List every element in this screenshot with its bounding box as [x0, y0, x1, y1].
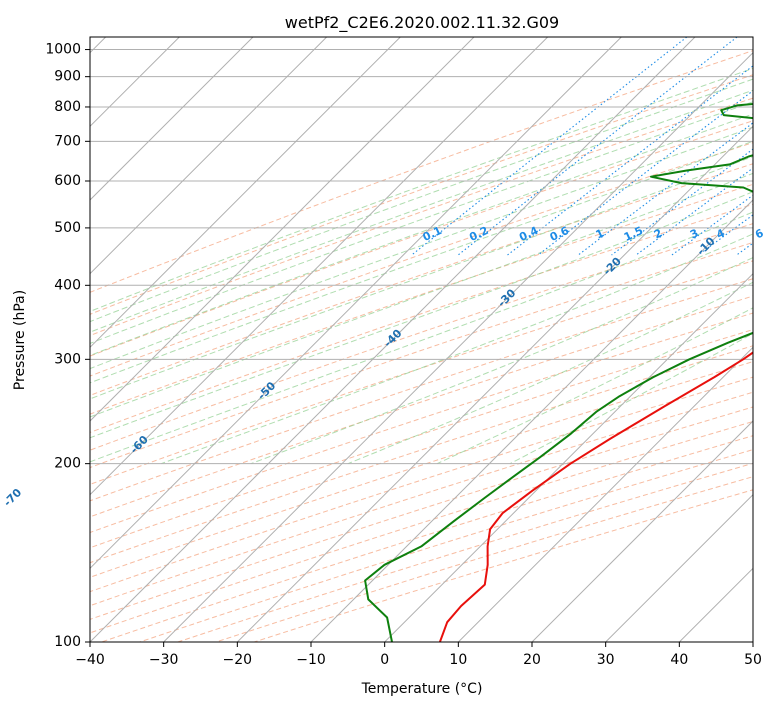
moist-adiabat: [90, 113, 753, 357]
x-tick-label: 10: [449, 652, 467, 668]
isotherm-line: [90, 37, 254, 201]
y-tick-label: 1000: [45, 42, 81, 58]
x-axis: −40 −30 −20 −10 0 10 20 30 40 50: [75, 642, 762, 668]
x-axis-label: Temperature (°C): [361, 681, 483, 697]
dry-adiabat: [90, 278, 753, 502]
mixing-ratio-line: [411, 37, 688, 256]
moist-adiabat: [90, 78, 753, 323]
isotherm-line: [605, 493, 753, 642]
chart-title: wetPf2_C2E6.2020.002.11.32.G09: [285, 13, 559, 33]
y-tick-label: 900: [54, 69, 81, 85]
isotherm-line: [310, 199, 753, 642]
dry-adiabat: [90, 391, 753, 607]
grid: [90, 37, 753, 642]
x-tick-label: 20: [523, 652, 541, 668]
moist-adiabat: [250, 257, 753, 465]
y-tick-label: 200: [54, 456, 81, 472]
y-tick-label: 100: [54, 634, 81, 650]
dry-adiabat: [90, 329, 753, 549]
x-tick-label: 50: [744, 652, 762, 668]
moist-adiabat: [347, 281, 753, 465]
dry-adiabat: [90, 142, 753, 377]
isotherm-line: [236, 125, 753, 642]
moist-adiabat: [90, 126, 753, 370]
dry-adiabat: [90, 241, 753, 469]
dewpoint-line: [364, 103, 753, 642]
temperature-line: [438, 351, 753, 642]
isotherm-line: [90, 37, 696, 642]
moist-adiabat: [90, 140, 753, 384]
mixing-ratio-line: [457, 37, 738, 256]
moist-adiabat: [90, 67, 753, 312]
moist-adiabat: [160, 233, 753, 465]
y-tick-label: 700: [54, 133, 81, 149]
dry-adiabat: [90, 295, 753, 518]
isotherm-line: [384, 272, 753, 642]
dry-adiabat: [90, 312, 753, 534]
isotherm-line: [90, 37, 328, 275]
isotherm-line: [457, 346, 753, 642]
x-tick-label: 40: [670, 652, 688, 668]
dry-adiabat: [90, 163, 753, 396]
isotherm-line: [163, 51, 753, 642]
moist-adiabat: [90, 89, 753, 333]
x-tick-label: −20: [223, 652, 253, 668]
moist-adiabat: [90, 191, 753, 439]
isotherm-line: [90, 37, 401, 349]
x-tick-label: −30: [149, 652, 179, 668]
x-tick-label: 30: [597, 652, 615, 668]
isotherm-line: [90, 37, 475, 422]
dry-adiabat: [90, 376, 753, 593]
y-axis-label: Pressure (hPa): [12, 290, 28, 390]
x-tick-label: 0: [380, 652, 389, 668]
mixing-ratio-line: [577, 122, 753, 256]
y-tick-label: 600: [54, 173, 81, 189]
dry-adiabat: [90, 50, 753, 293]
y-axis: 100 200 300 400 500 600 700 800 900 1000: [45, 42, 90, 650]
y-tick-label: 300: [54, 351, 81, 367]
x-tick-label: −10: [296, 652, 326, 668]
y-tick-label: 800: [54, 99, 81, 115]
x-tick-label: −40: [75, 652, 105, 668]
mixing-ratio-line: [507, 65, 753, 256]
mixing-ratio-line: [635, 167, 753, 256]
isotherm-line: [531, 420, 753, 642]
dry-adiabat: [90, 345, 753, 564]
dry-adiabat: [90, 97, 753, 337]
y-tick-label: 400: [54, 277, 81, 293]
y-tick-label: 500: [54, 220, 81, 236]
isotherm-line: [90, 37, 622, 570]
plot-frame: [89, 36, 754, 643]
moist-adiabat: [90, 172, 753, 418]
moist-adiabat: [90, 156, 753, 400]
profiles: [364, 103, 753, 642]
isotherm-line: [90, 37, 549, 496]
dry-adiabat: [90, 223, 753, 451]
